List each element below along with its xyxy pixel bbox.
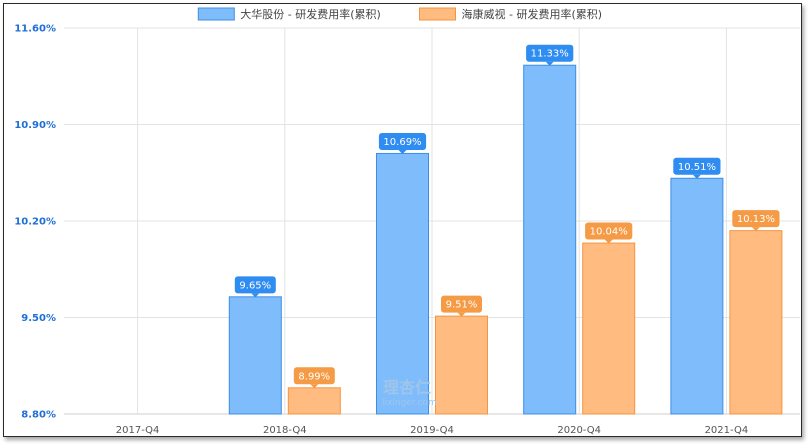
y-tick-label: 9.50% <box>21 313 56 324</box>
legend-swatch <box>197 7 235 21</box>
data-label-pointer <box>604 239 613 244</box>
data-label: 10.04% <box>590 227 628 238</box>
data-label: 10.69% <box>383 137 421 148</box>
data-labels: 9.65% 10.69% 11.33% 10.51% 8.99% 9.51% 10.04% 1… <box>234 44 780 389</box>
x-tick-label: 2020-Q4 <box>557 425 601 436</box>
y-tick-label: 10.90% <box>14 120 56 131</box>
legend[interactable]: 大华股份 - 研发费用率(累积) 海康威视 - 研发费用率(累积) <box>197 7 603 21</box>
data-label-bg <box>441 295 482 313</box>
data-label-pointer <box>457 312 466 317</box>
data-label-pointer <box>398 149 407 154</box>
bar[interactable] <box>287 387 341 415</box>
bars <box>228 64 783 415</box>
x-tick-label: 2019-Q4 <box>410 425 454 436</box>
bar[interactable] <box>435 315 488 415</box>
x-tick-label: 2017-Q4 <box>116 425 160 436</box>
watermark: 理杏仁 lixinger.com <box>382 378 437 408</box>
bar[interactable] <box>729 230 783 415</box>
data-label: 9.51% <box>446 300 478 311</box>
bar[interactable] <box>582 242 636 415</box>
y-tick-label: 10.20% <box>14 217 56 228</box>
legend-item[interactable]: 大华股份 - 研发费用率(累积) <box>197 7 381 21</box>
data-label-pointer <box>251 293 260 298</box>
data-label-bg <box>732 210 780 228</box>
data-label: 11.33% <box>531 49 569 60</box>
legend-label: 海康威视 - 研发费用率(累积) <box>462 7 603 21</box>
x-tick-label: 2021-Q4 <box>705 425 749 436</box>
watermark-title: 理杏仁 <box>383 378 431 397</box>
data-label-bg <box>378 132 427 150</box>
data-label-bg <box>673 157 721 175</box>
data-label: 8.99% <box>298 371 330 382</box>
data-label-pointer <box>545 61 554 66</box>
data-label-bg <box>585 222 633 240</box>
bar[interactable] <box>228 296 282 415</box>
data-label: 10.13% <box>737 214 775 225</box>
data-label-pointer <box>751 227 760 232</box>
y-tick-label: 8.80% <box>21 410 56 421</box>
bar[interactable] <box>376 152 429 415</box>
data-label: 9.65% <box>239 280 271 291</box>
watermark-url: lixinger.com <box>382 398 437 408</box>
x-axis: 2017-Q4 2018-Q4 2019-Q4 2020-Q4 2021-Q4 <box>64 413 800 436</box>
bar[interactable] <box>523 64 577 415</box>
data-label-bg <box>526 44 574 62</box>
bar[interactable] <box>670 177 724 415</box>
data-label-pointer <box>692 174 701 179</box>
data-label-bg <box>293 367 335 385</box>
x-tick-label: 2018-Q4 <box>263 425 307 436</box>
data-label-pointer <box>310 384 319 389</box>
data-label-bg <box>234 276 276 294</box>
legend-label: 大华股份 - 研发费用率(累积) <box>240 7 381 21</box>
y-axis: 8.80% 9.50% 10.20% 10.90% 11.60% <box>14 24 56 421</box>
legend-item[interactable]: 海康威视 - 研发费用率(累积) <box>419 7 603 21</box>
legend-swatch <box>419 7 456 21</box>
data-label: 10.51% <box>678 162 716 173</box>
y-tick-label: 11.60% <box>14 24 56 35</box>
